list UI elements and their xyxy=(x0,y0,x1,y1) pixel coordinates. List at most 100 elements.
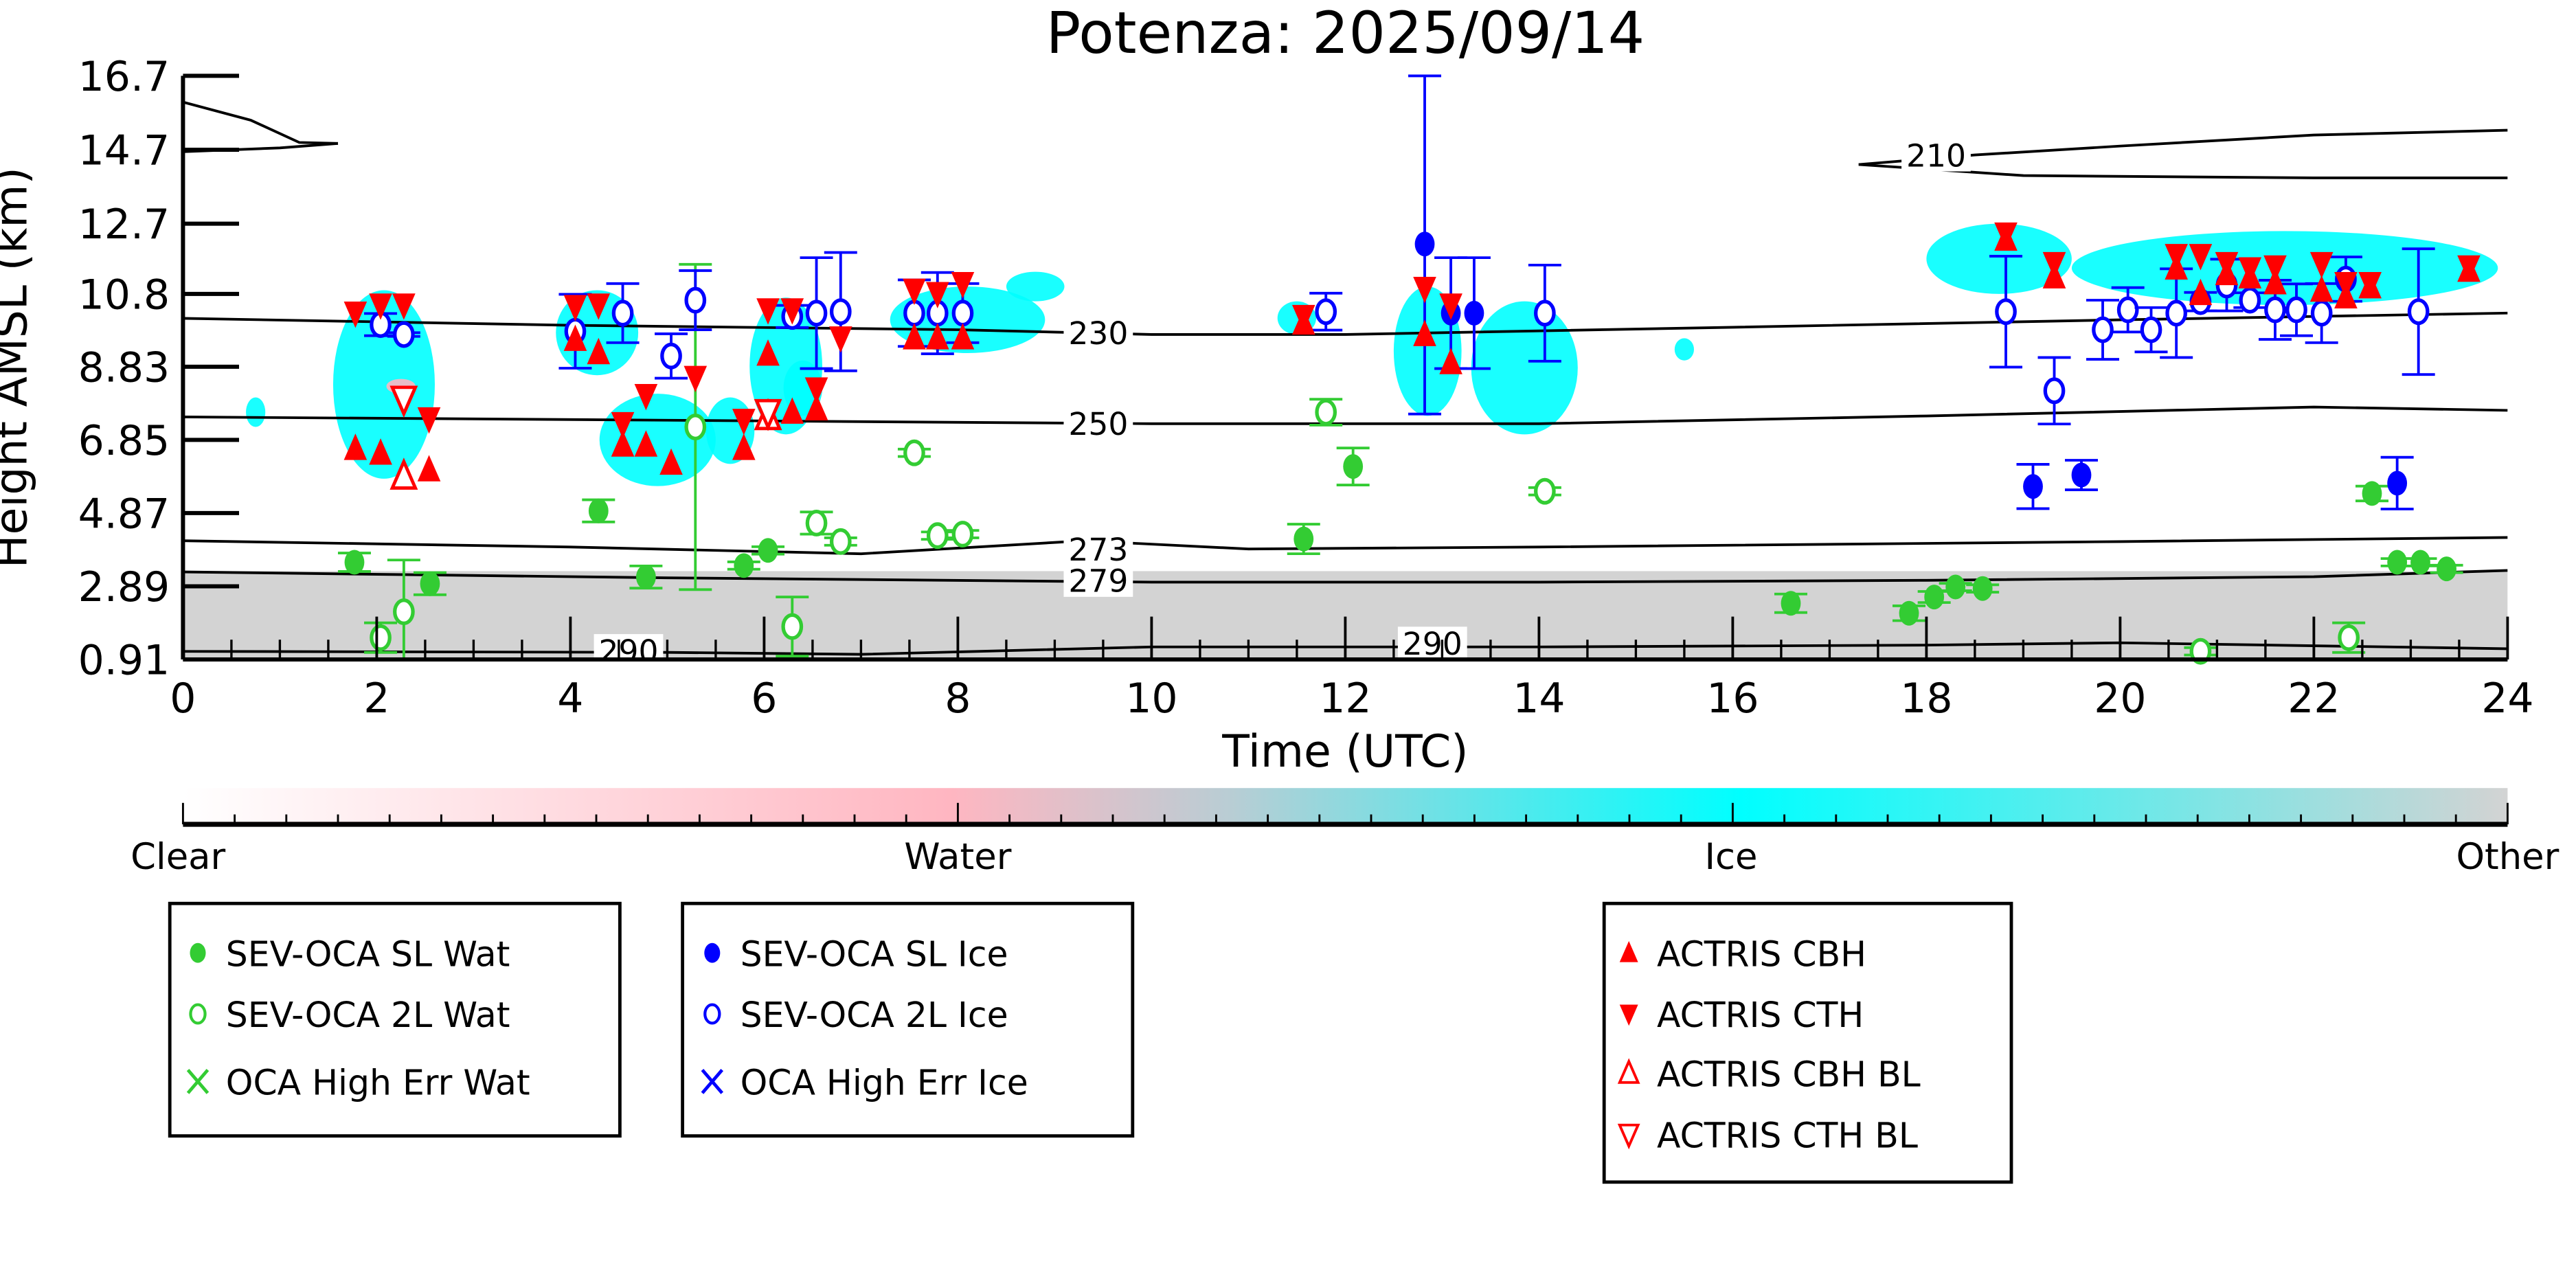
marker-open-circle xyxy=(829,528,852,555)
marker-open-triangle-up xyxy=(1617,1058,1640,1084)
contour-label-bg xyxy=(1397,626,1467,659)
marker-open-circle xyxy=(951,521,974,548)
x-tick-label: 6 xyxy=(751,675,777,723)
marker-filled-circle xyxy=(190,942,206,963)
marker-filled-triangle-up xyxy=(2309,275,2334,302)
y-tick-label: 2.89 xyxy=(78,563,170,611)
marker-open-circle xyxy=(2189,637,2212,665)
x-tick-label: 10 xyxy=(1125,675,1177,723)
contour-label: 279 xyxy=(1068,563,1128,600)
series-sev-oca-sl-wat xyxy=(337,447,2463,626)
marker-open-circle xyxy=(393,598,415,626)
legend-box-water xyxy=(168,901,622,1138)
marker-filled-triangle-down xyxy=(587,293,611,320)
marker-open-circle xyxy=(2407,298,2430,326)
y-tick-label: 6.85 xyxy=(78,417,170,465)
legend-box-ice xyxy=(681,901,1135,1138)
chart-title: Potenza: 2025/09/14 xyxy=(1046,0,1645,67)
marker-filled-triangle-down xyxy=(2189,244,2213,271)
marker-filled-triangle-down xyxy=(369,293,392,320)
marker-filled-circle xyxy=(344,550,365,575)
x-tick-label: 2 xyxy=(363,675,389,723)
marker-filled-triangle-down xyxy=(2457,255,2481,282)
marker-open-circle xyxy=(684,286,707,314)
marker-filled-triangle-up xyxy=(611,430,635,457)
marker-filled-circle xyxy=(704,942,721,963)
marker-open-circle xyxy=(1315,298,1337,326)
marker-filled-triangle-up xyxy=(925,323,949,350)
colorbar-label-ice: Ice xyxy=(1704,836,1757,878)
legend-marker-x xyxy=(701,1069,724,1094)
marker-filled-triangle-up xyxy=(1439,348,1462,374)
legend-marker-x xyxy=(186,1069,210,1094)
y-tick-label: 10.8 xyxy=(78,271,170,319)
marker-filled-triangle-up xyxy=(780,397,804,424)
marker-filled-triangle-down xyxy=(2309,251,2334,279)
mask-region-ice xyxy=(1006,271,1065,302)
x-tick-label: 0 xyxy=(170,675,196,723)
marker-filled-triangle-up xyxy=(659,448,683,475)
marker-open-triangle-down xyxy=(754,398,782,431)
cloud-mask xyxy=(183,223,2508,659)
marker-filled-triangle-down xyxy=(804,377,828,404)
marker-filled-circle xyxy=(734,553,754,578)
marker-filled-triangle-up xyxy=(634,430,658,457)
x-tick-label: 18 xyxy=(1900,675,1952,723)
marker-filled-triangle-down xyxy=(732,409,756,436)
marker-open-circle xyxy=(2264,296,2286,324)
marker-filled-triangle-down xyxy=(2165,244,2188,271)
marker-open-triangle-down xyxy=(1617,1123,1640,1150)
x-tick-label: 20 xyxy=(2094,675,2146,723)
x-tick-label: 8 xyxy=(945,675,971,723)
marker-filled-circle xyxy=(2437,556,2456,582)
marker-filled-triangle-down xyxy=(343,302,368,328)
marker-open-circle xyxy=(1995,298,2017,326)
contour-label-bg xyxy=(1063,407,1133,440)
marker-open-circle xyxy=(951,300,974,327)
marker-open-circle xyxy=(926,522,949,550)
x-tick-label: 22 xyxy=(2287,675,2340,723)
marker-filled-triangle-up xyxy=(417,455,441,482)
marker-filled-triangle-up xyxy=(1413,319,1436,346)
marker-filled-triangle-down xyxy=(2238,257,2262,284)
legend-label: OCA High Err Wat xyxy=(226,1063,530,1103)
contour-label: 210 xyxy=(1906,137,1966,174)
marker-filled-circle xyxy=(1945,574,1966,600)
marker-open-circle xyxy=(805,510,828,536)
marker-filled-triangle-down xyxy=(1439,293,1462,320)
contour-label-bg xyxy=(1901,138,1971,172)
colorbar-label-clear: Clear xyxy=(131,836,225,878)
marker-filled-triangle-down xyxy=(2263,255,2287,282)
marker-open-circle xyxy=(2285,296,2307,324)
mask-region-ice xyxy=(1674,338,1694,361)
x-tick-label: 12 xyxy=(1319,675,1371,723)
marker-filled-triangle-up xyxy=(1619,940,1638,962)
marker-filled-circle xyxy=(758,538,778,563)
contour-label-bg xyxy=(594,634,664,659)
marker-open-circle xyxy=(370,624,392,651)
marker-filled-triangle-down xyxy=(634,384,658,411)
marker-open-circle xyxy=(684,414,707,440)
isotherm-line-279 xyxy=(183,569,2508,584)
y-tick-label: 16.7 xyxy=(78,53,170,101)
marker-filled-circle xyxy=(2387,471,2408,496)
marker-open-circle xyxy=(1534,477,1556,505)
marker-open-circle xyxy=(2092,316,2114,343)
legend-label: OCA High Err Ice xyxy=(741,1063,1028,1103)
marker-filled-triangle-down xyxy=(1619,1004,1638,1026)
marker-filled-triangle-up xyxy=(804,394,828,420)
y-axis-title: Height AMSL (km) xyxy=(0,167,37,568)
marker-open-circle xyxy=(1315,398,1337,426)
marker-filled-triangle-down xyxy=(2042,251,2066,279)
marker-filled-triangle-down xyxy=(611,411,635,439)
contour-label: 230 xyxy=(1068,315,1128,352)
isotherm-line xyxy=(183,100,339,145)
marker-filled-triangle-down xyxy=(2358,271,2382,299)
legend-label: SEV-OCA 2L Ice xyxy=(741,995,1008,1035)
marker-filled-triangle-down xyxy=(417,407,441,434)
marker-filled-triangle-up xyxy=(903,323,926,350)
isotherm-line-230 xyxy=(183,311,2508,336)
colorbar-gradient xyxy=(183,788,2508,824)
